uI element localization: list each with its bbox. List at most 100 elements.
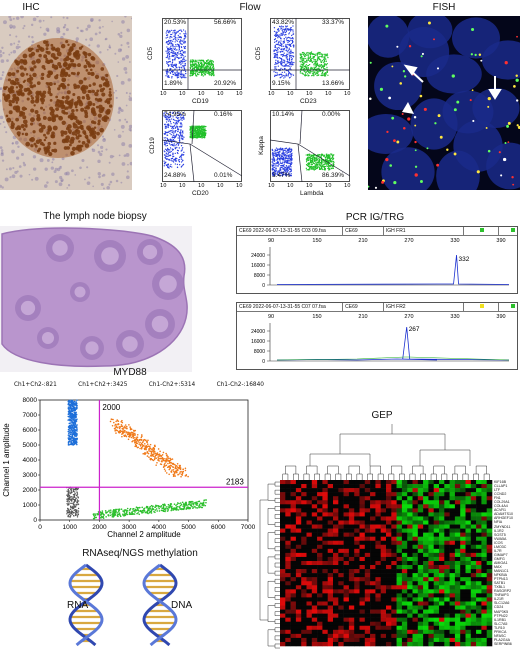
gep-gene-list: KIF16B CLLAP1 LTF CCND2 FN1 COL29A1 COL4A4 ACVR… (494, 480, 513, 646)
myd88-y-tick: 5000 (23, 442, 38, 449)
pcr-x-tick: 150 (312, 314, 321, 320)
flow-quadrant-bl: 1.89% (164, 80, 183, 87)
flow-tick-label: 10 (306, 183, 313, 189)
flow-cytometry-panel: 20.53% 56.66% 1.89% 20.92% CD19 CD5 10 10 10 10 10… (140, 14, 360, 197)
flow-title: Flow (239, 2, 261, 13)
pcr-x-tick: 330 (450, 238, 459, 244)
flow-tick-label: 10 (287, 183, 294, 189)
gep-gene-label: ARHGEF10 (494, 516, 513, 521)
flow-tick-label: 10 (179, 91, 186, 97)
myd88-title: MYD88 (113, 367, 147, 378)
fish-image (368, 16, 520, 190)
myd88-y-tick: 8000 (23, 397, 38, 404)
flow-y-label: CD5 (147, 46, 155, 61)
gep-gene-label: CLLAP1 (494, 484, 508, 489)
pcr-marker (464, 303, 499, 311)
flow-plot (270, 18, 350, 90)
myd88-ddpcr-plot: 0 1000 2000 3000 4000 5000 6000 7000 8000 7000 600… (2, 397, 256, 538)
gep-gene-label: SLC12A6 (494, 601, 510, 606)
flow-plot (270, 110, 350, 182)
myd88-y-threshold-label: 2183 (226, 477, 244, 486)
dna-label: DNA (171, 600, 193, 611)
gep-gene-label: CCND2 (494, 492, 507, 497)
flow-tick-label: 10 (160, 91, 167, 97)
pcr-peak (276, 254, 510, 285)
myd88-y-tick: 7000 (23, 412, 38, 419)
myd88-y-tick: 6000 (23, 427, 38, 434)
myd88-count-neg-neg: Ch1-Ch2-:16840 (216, 382, 264, 388)
flow-quadrant-tl: 74.95% (164, 111, 187, 118)
flow-tick-label: 10 (217, 183, 224, 189)
pcr-peak-label: 332 (459, 256, 470, 263)
pcr-peak (276, 326, 510, 361)
flow-x-label: CD23 (300, 98, 317, 105)
gep-gene-label: TXBL1 (494, 585, 505, 590)
flow-quadrant-bl: 3.47% (272, 172, 291, 179)
gep-gene-label: GIMAP7 (494, 552, 508, 557)
flow-tick-label: 10 (268, 183, 275, 189)
gep-gene-label: MAN1C1 (494, 569, 509, 574)
pcr-y-tick: 8000 (254, 273, 265, 279)
myd88-y-tick: 2000 (23, 487, 38, 494)
flow-tick-label: 10 (179, 183, 186, 189)
pcr-run-label: CE69 (343, 303, 384, 311)
gep-gene-label: GMFG (494, 556, 505, 561)
myd88-y-tick: 3000 (23, 472, 38, 479)
pcr-x-tick: 390 (496, 314, 505, 320)
gep-gene-label: NFASC (494, 633, 506, 638)
flow-x-label: Lambda (300, 190, 324, 197)
flow-y-label: CD5 (255, 46, 263, 61)
gep-gene-label: IL1R2 (494, 528, 504, 533)
gep-column-dendrogram (282, 424, 490, 480)
flow-quadrant-br: 86.39% (322, 172, 345, 179)
gep-gene-label: MAX (494, 564, 502, 569)
myd88-y-label: Channel 1 amplitude (2, 423, 11, 497)
flow-tick-label: 10 (217, 91, 224, 97)
flow-quadrant-br: 13.66% (322, 80, 345, 87)
myd88-count-pos-pos: Ch1+Ch2+:3425 (78, 382, 128, 388)
myd88-x-tick: 7000 (241, 524, 256, 531)
fish-arrow-icon (403, 64, 424, 83)
pcr-peak-label: 267 (409, 326, 420, 333)
flow-quadrant-br: 20.92% (214, 80, 237, 87)
rnaseq-title: RNAseq/NGS methylation (82, 548, 198, 559)
gep-title: GEP (371, 410, 393, 421)
flow-tick-label: 10 (236, 183, 243, 189)
myd88-x-threshold-label: 2000 (102, 403, 120, 412)
flow-quadrant-tr: 33.37% (322, 19, 345, 26)
flow-plot (162, 110, 242, 182)
pcr-x-tick: 210 (358, 238, 367, 244)
flow-quadrant-tr: 0.00% (322, 111, 341, 118)
ihc-image (0, 16, 132, 190)
gep-row-dendrogram (259, 481, 280, 649)
flow-quadrant-tl: 43.82% (272, 19, 295, 26)
gep-gene-label: MAP3K5 (494, 609, 509, 614)
pcr-target-label: IGH FR2 (384, 303, 465, 311)
fish-arrow-icon (488, 76, 502, 100)
gep-gene-label: PLA2G4A (494, 637, 510, 642)
pcr-y-tick: 0 (262, 359, 265, 365)
myd88-x-tick: 2000 (92, 524, 107, 531)
pcr-x-tick: 390 (496, 238, 505, 244)
myd88-count-neg-pos: Ch1-Ch2+:5314 (148, 382, 196, 388)
flow-tick-label: 10 (344, 183, 351, 189)
pcr-title: PCR IG/TRG (345, 212, 405, 223)
flow-quadrant-br: 0.01% (214, 172, 233, 179)
pcr-marker (464, 227, 499, 235)
pcr-x-tick: 90 (268, 238, 274, 244)
fish-title: FISH (432, 2, 456, 13)
pcr-file-name: CE69 2022-06-07-13-31-55 C03 09.fsa (237, 227, 344, 235)
pcr-trace: CE69 2022-06-07-13-31-55 C03 09.fsa CE69 I… (236, 226, 518, 294)
rna-label: RNA (67, 600, 89, 611)
myd88-x-tick: 4000 (152, 524, 167, 531)
myd88-x-tick: 1000 (62, 524, 77, 531)
flow-quadrant-bl: 9.15% (272, 80, 291, 87)
gep-gene-label: IL21R (494, 597, 504, 602)
gep-gene-label: SATB1 (494, 581, 506, 586)
gep-gene-label: SLC7A5 (494, 621, 508, 626)
fish-arrowhead-icon (402, 102, 414, 114)
biopsy-title: The lymph node biopsy (43, 211, 147, 222)
gep-gene-label: VWA5A (494, 536, 507, 541)
gep-gene-label: LTF (494, 488, 501, 493)
myd88-x-tick: 5000 (181, 524, 196, 531)
